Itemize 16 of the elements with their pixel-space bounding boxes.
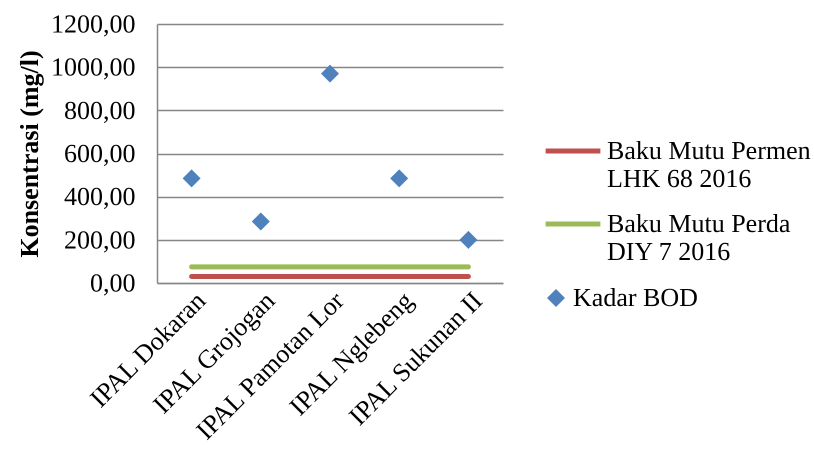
point — [182, 169, 201, 188]
y-tick-label: 200,00 — [64, 225, 136, 254]
y-tick-label: 1000,00 — [51, 52, 136, 82]
point — [459, 230, 478, 249]
point — [321, 64, 339, 83]
y-tick-label: 1200,00 — [51, 10, 136, 38]
y-axis-title: Konsentrasi (mg/l) — [15, 50, 44, 258]
legend-label: Baku Mutu Perda DIY 7 2016 — [607, 209, 791, 266]
y-tick-label: 800,00 — [64, 96, 136, 125]
y-tick-label: 0,00 — [90, 268, 136, 298]
y-tick-label: 400,00 — [64, 182, 136, 212]
point — [252, 212, 270, 230]
legend-label: Baku Mutu Permen LHK 68 2016 — [607, 136, 811, 193]
legend-label: Kadar BOD — [573, 283, 698, 312]
y-tick-label: 600,00 — [64, 139, 136, 168]
point — [390, 169, 408, 188]
